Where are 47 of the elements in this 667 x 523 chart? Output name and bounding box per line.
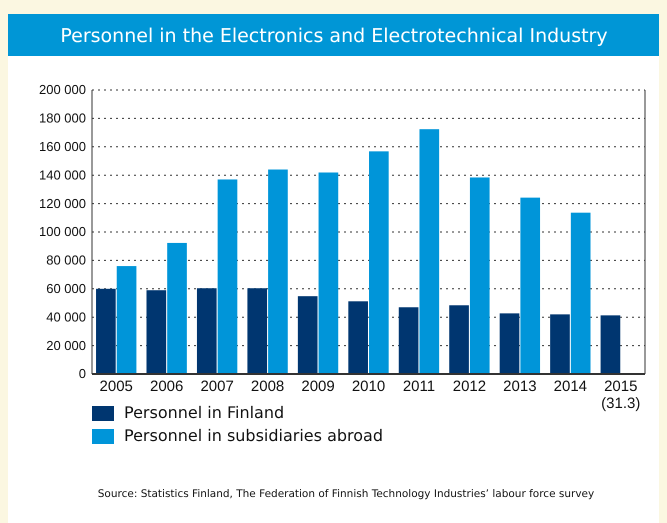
bar: [167, 242, 187, 374]
y-tick-label: 0: [78, 366, 86, 382]
y-tick-label: 120 000: [39, 196, 86, 211]
x-tick-label: 2015 (31.3): [601, 378, 640, 412]
bar: [398, 307, 418, 374]
bar: [218, 179, 238, 374]
source-note: Source: Statistics Finland, The Federation of Finnish Technology Industries’ labour force survey: [98, 488, 594, 500]
bar: [196, 288, 217, 374]
bar: [268, 170, 288, 374]
bar: [520, 198, 540, 374]
x-tick-label: 2006: [150, 378, 184, 395]
x-tick-label: 2008: [250, 378, 284, 395]
y-tick-label: 20 000: [46, 338, 86, 353]
bar: [348, 301, 368, 374]
legend-label: Personnel in subsidiaries abroad: [124, 426, 383, 445]
bar: [419, 129, 440, 374]
x-tick-label: 2011: [402, 378, 436, 395]
chart-title: Personnel in the Electronics and Electrotechnical Industry: [60, 25, 608, 47]
bar: [96, 288, 116, 374]
y-tick-label: 60 000: [46, 280, 86, 296]
bar: [298, 296, 318, 374]
x-tick-label: 2014: [554, 378, 588, 395]
x-tick-label: 2009: [301, 378, 335, 395]
legend-label: Personnel in Finland: [124, 403, 284, 422]
x-tick-label: 2013: [503, 378, 537, 395]
x-tick-label: 2012: [452, 378, 486, 395]
bar: [570, 212, 591, 374]
bar: [550, 314, 570, 374]
y-tick-label: 40 000: [46, 309, 86, 324]
y-tick-label: 160 000: [39, 138, 86, 154]
bar: [600, 315, 620, 374]
bar: [318, 172, 338, 374]
y-tick-label: 200 000: [39, 82, 86, 98]
bar: [470, 177, 490, 374]
y-tick-label: 180 000: [39, 110, 86, 126]
x-tick-label: 2005: [100, 378, 133, 395]
x-tick-label: 2010: [352, 378, 386, 395]
x-tick-label: 2007: [200, 378, 234, 395]
bar: [449, 305, 469, 374]
bar: [369, 151, 389, 374]
bar: [500, 313, 520, 374]
bar: [146, 290, 166, 374]
y-tick-label: 80 000: [46, 252, 86, 268]
bar: [247, 288, 268, 374]
bar: [116, 266, 136, 374]
y-tick-label: 100 000: [39, 224, 86, 240]
y-tick-label: 140 000: [39, 167, 86, 182]
